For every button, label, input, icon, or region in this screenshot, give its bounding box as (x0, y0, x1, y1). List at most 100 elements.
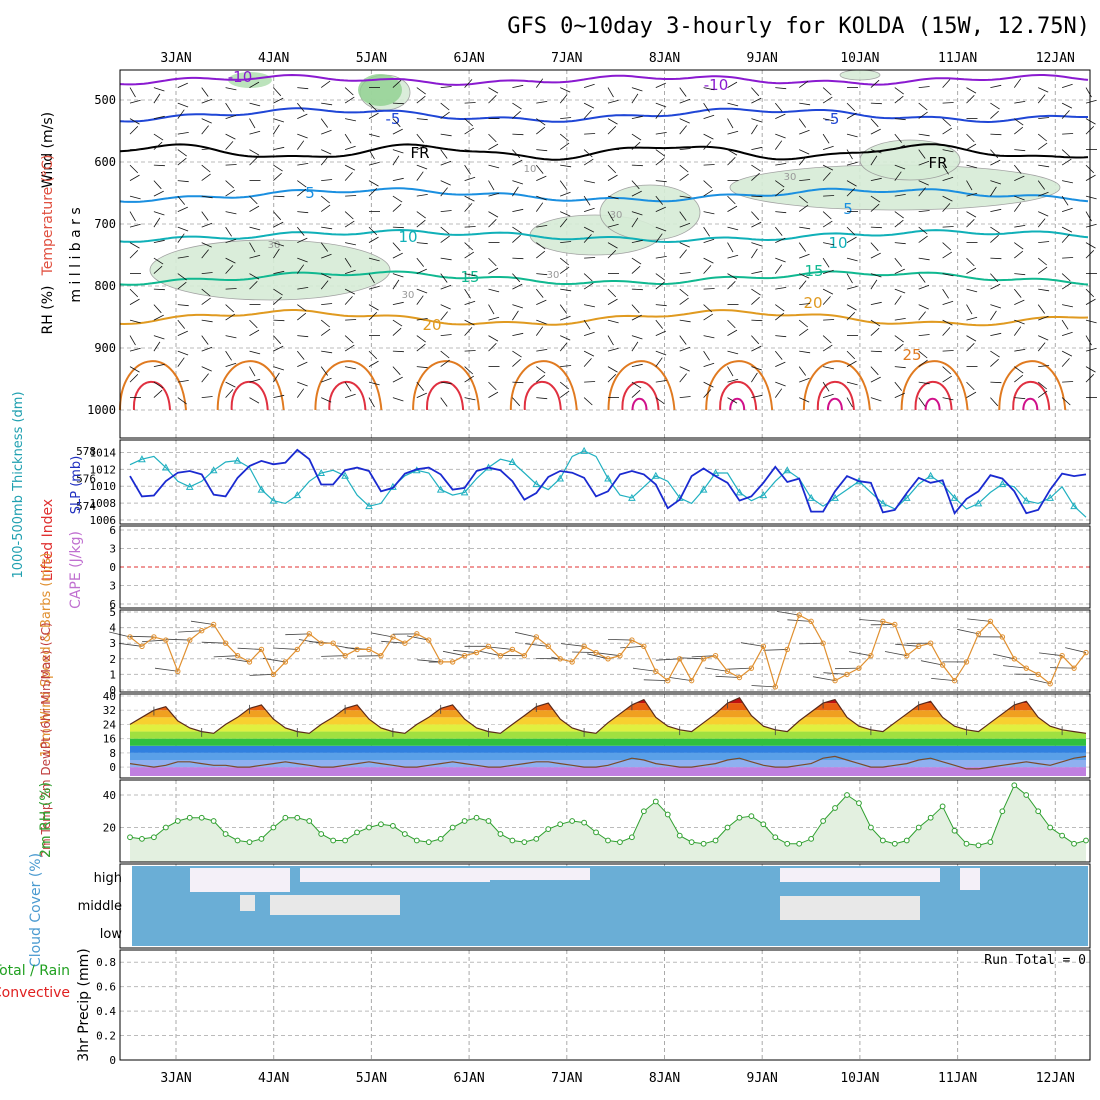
wind-barb (679, 346, 691, 352)
wind-barb (297, 304, 307, 312)
wind-barb (559, 390, 570, 398)
wind-barb (368, 188, 378, 197)
wind-barb (368, 312, 378, 321)
wind10-barb (632, 667, 656, 672)
wind-barb (679, 211, 687, 221)
wind-barb (440, 359, 450, 367)
wind-barb (822, 381, 830, 392)
temp-contour-25 (119, 360, 187, 411)
wind-barb (536, 366, 546, 374)
x-tick-label-top: 4JAN (258, 51, 289, 66)
wind-barb (774, 264, 783, 274)
wind-barb (321, 226, 333, 230)
wind-barb (846, 257, 858, 262)
wind10-marker (449, 659, 456, 665)
wind10-marker (306, 631, 312, 637)
temp-contour-30 (719, 380, 758, 411)
wind-barb (321, 350, 333, 354)
wind-barb (870, 155, 878, 166)
temp-contour-25 (412, 360, 481, 411)
wind-barb (870, 195, 881, 203)
temp-contour-30 (328, 380, 367, 411)
wind-barb (584, 133, 596, 135)
wind-barb (990, 234, 999, 243)
wind-barb (344, 296, 353, 305)
thickness-marker (604, 474, 612, 482)
wind10-barb (381, 640, 405, 644)
cloud-cover-panel (132, 866, 1088, 946)
thickness-marker (185, 482, 194, 490)
wind-barb (559, 180, 568, 190)
wind10-barb (607, 639, 632, 641)
ylabel-wind: Wind (m/s) (40, 112, 56, 188)
thickness-marker (269, 496, 278, 504)
wind-barb (345, 118, 356, 122)
wind-barb (392, 149, 404, 154)
wind10-marker (892, 621, 898, 628)
wind-barb (368, 112, 379, 119)
wind-barb (177, 397, 187, 405)
wind10-marker (772, 684, 778, 690)
wind-barb (488, 192, 500, 197)
wind-barb (320, 366, 329, 376)
wind-barb (129, 118, 140, 125)
wind-barb (823, 242, 834, 246)
wind-barb (488, 391, 499, 398)
wind-barb (894, 219, 904, 228)
wind10-marker (1035, 671, 1041, 678)
wind-barb (751, 372, 758, 383)
rh2m-marker (342, 837, 349, 844)
wind-barb (846, 350, 856, 360)
wind-barb (201, 211, 209, 221)
wind-barb (536, 195, 547, 201)
rh2m-marker (222, 831, 229, 837)
wind-barb (799, 253, 810, 259)
wind-barb (153, 211, 165, 216)
wind-barb (1061, 319, 1069, 330)
rh2m-marker (748, 813, 755, 820)
thickness-marker (807, 493, 815, 501)
wind-barb (296, 102, 305, 112)
wind-barb (894, 87, 904, 95)
temp-contour-25 (998, 360, 1067, 411)
wind-barb (201, 319, 213, 323)
wind-barb (273, 296, 282, 305)
ylabel-precip-conv: Convective (0, 985, 70, 1001)
wind-barb (177, 330, 188, 336)
wind-barb (129, 223, 141, 228)
run-total: Run Total = 0 (984, 953, 1086, 968)
wind-barb (966, 316, 978, 321)
wind-barb (344, 381, 352, 392)
wind-barb (607, 288, 617, 298)
wind-barb (631, 341, 639, 352)
wind-barb (1085, 242, 1096, 249)
rh2m-marker (593, 829, 599, 836)
wind-barb (703, 226, 710, 237)
wind-barb (1014, 374, 1024, 383)
wind10-barb (560, 643, 585, 647)
wind10-marker (784, 646, 790, 653)
wind10-barb (679, 657, 704, 660)
wind-barb (153, 335, 165, 340)
wind-barb (751, 97, 762, 104)
thickness-marker (651, 471, 660, 479)
thickness-marker (879, 499, 887, 507)
rh-contour-area (839, 69, 881, 81)
wind-barb (703, 265, 712, 274)
wind-barb (392, 128, 403, 135)
wind-barb (1085, 87, 1092, 98)
wind-barb (464, 319, 475, 326)
wind-barb (918, 334, 930, 336)
wind-barb (1061, 158, 1072, 166)
wind10-marker (139, 643, 145, 650)
wind-barb (392, 279, 400, 290)
wind-barb (894, 335, 904, 343)
wind-barb (918, 350, 928, 359)
rh2m-marker (425, 839, 432, 846)
thickness-marker (902, 493, 911, 501)
wind-barb (631, 239, 643, 243)
wind10-marker (999, 634, 1006, 640)
wind-barb (1038, 211, 1049, 217)
wind-barb (703, 102, 710, 113)
wind-barb (201, 87, 209, 97)
